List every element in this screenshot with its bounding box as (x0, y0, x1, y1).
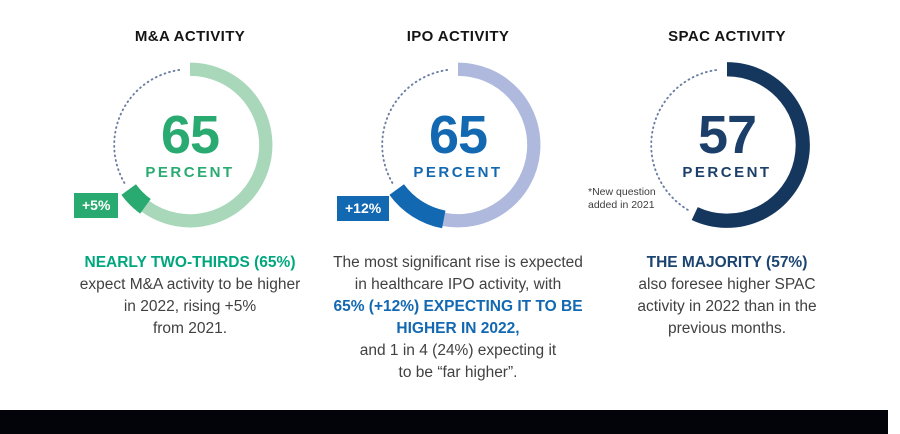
caption-line: expect M&A activity to be higher (79, 276, 301, 293)
donut-center-ipo: 65 PERCENT (368, 55, 548, 235)
column-ma-activity: M&A ACTIVITY 65 PERCENT +5% NEARLY TWO-T… (50, 0, 330, 434)
caption-ipo: The most significant rise is expected in … (318, 252, 598, 384)
caption-line: and 1 in 4 (24%) expecting it (359, 342, 557, 359)
footnote-line: added in 2021 (588, 199, 655, 211)
donut-value-label-ma: PERCENT (145, 164, 235, 181)
caption-line: The most significant rise is expected (333, 254, 583, 271)
caption-line: 65% (+12%) EXPECTING IT TO BE (333, 298, 583, 315)
caption-line: previous months. (667, 320, 787, 337)
donut-chart-ma (113, 62, 273, 228)
caption-line: THE MAJORITY (57%) (646, 254, 808, 271)
donut-value-ma: 65 (160, 105, 220, 165)
caption-spac: THE MAJORITY (57%) also foresee higher SP… (587, 252, 867, 340)
rise-badge-ipo: +12% (337, 196, 390, 221)
donut-center-ma: 65 PERCENT (100, 55, 280, 235)
footer-bar (0, 410, 888, 434)
caption-line: in healthcare IPO activity, with (354, 276, 562, 293)
donut-ipo: 65 PERCENT (368, 55, 548, 235)
caption-line: to be “far higher”. (398, 364, 518, 381)
caption-line: also foresee higher SPAC (638, 276, 816, 293)
column-ipo-activity: IPO ACTIVITY 65 PERCENT +12% The most si… (318, 0, 598, 434)
donut-value-label-spac: PERCENT (682, 164, 772, 181)
column-spac-activity: SPAC ACTIVITY 57 PERCENT *New question a… (587, 0, 867, 434)
footnote-new-question: *New question added in 2021 (588, 186, 656, 212)
footnote-line: *New question (588, 186, 656, 198)
rise-badge-ma: +5% (74, 193, 119, 218)
caption-line: activity in 2022 than in the (637, 298, 817, 315)
chart-title-ipo: IPO ACTIVITY (406, 28, 510, 45)
donut-spac: 57 PERCENT (637, 55, 817, 235)
donut-center-spac: 57 PERCENT (637, 55, 817, 235)
donut-ma: 65 PERCENT (100, 55, 280, 235)
donut-chart-spac (650, 62, 810, 228)
caption-ma: NEARLY TWO-THIRDS (65%) expect M&A activi… (50, 252, 330, 340)
donut-value-spac: 57 (697, 105, 757, 165)
caption-line: NEARLY TWO-THIRDS (65%) (84, 254, 296, 271)
caption-line: HIGHER IN 2022, (396, 320, 520, 337)
caption-line: from 2021. (152, 320, 228, 337)
chart-title-ma: M&A ACTIVITY (134, 28, 246, 45)
caption-line: in 2022, rising +5% (123, 298, 257, 315)
donut-value-label-ipo: PERCENT (413, 164, 503, 181)
donut-chart-ipo (381, 62, 541, 229)
donut-value-ipo: 65 (428, 105, 488, 165)
chart-title-spac: SPAC ACTIVITY (668, 28, 786, 45)
